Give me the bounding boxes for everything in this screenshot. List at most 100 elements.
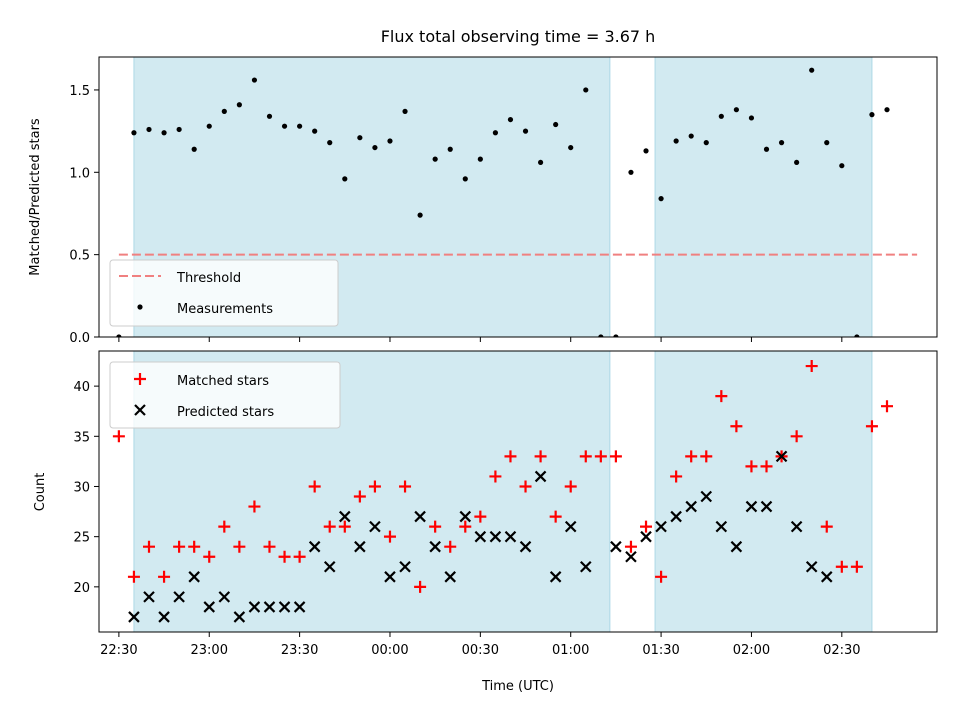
matched-star-point bbox=[459, 520, 472, 533]
measurement-point bbox=[763, 146, 770, 152]
plot-frame-0 bbox=[98, 56, 938, 338]
measurement-point bbox=[537, 159, 544, 166]
measurement-point bbox=[161, 130, 167, 136]
predicted-star-point bbox=[790, 520, 803, 533]
predicted-star-point bbox=[188, 571, 200, 583]
matched-star-point bbox=[790, 430, 803, 443]
y-tick-label: 20 bbox=[73, 581, 90, 596]
predicted-star-point bbox=[414, 510, 426, 523]
matched-star-point bbox=[323, 520, 336, 533]
matched-star-point bbox=[368, 480, 381, 493]
matched-star-point bbox=[218, 520, 231, 533]
predicted-star-point bbox=[715, 520, 728, 533]
matched-star-point bbox=[865, 420, 878, 433]
matched-star-point bbox=[158, 570, 171, 583]
measurement-point bbox=[251, 77, 258, 83]
matched-star-point bbox=[127, 570, 140, 583]
matched-star-point bbox=[414, 580, 427, 593]
matched-star-point bbox=[308, 480, 321, 493]
matched-star-point bbox=[278, 550, 291, 563]
matched-star-point bbox=[730, 420, 743, 433]
matched-star-point bbox=[594, 450, 607, 463]
predicted-star-point bbox=[263, 601, 276, 613]
predicted-star-point bbox=[685, 500, 697, 513]
legend-threshold-label: Threshold bbox=[176, 271, 241, 286]
y-tick-label: 30 bbox=[73, 480, 90, 495]
predicted-star-point bbox=[610, 540, 622, 553]
measurement-point bbox=[688, 133, 694, 139]
measurement-point bbox=[357, 135, 363, 141]
matched-star-point bbox=[835, 560, 848, 573]
matched-star-point bbox=[609, 450, 622, 463]
matched-star-point bbox=[670, 470, 683, 483]
x-axis-label: Time (UTC) bbox=[481, 679, 554, 694]
matched-star-point bbox=[715, 390, 728, 403]
measurement-point bbox=[598, 334, 604, 337]
legend-predicted-label: Predicted stars bbox=[177, 405, 274, 420]
matched-star-point bbox=[745, 460, 758, 473]
measurement-point bbox=[191, 146, 197, 152]
measurement-point bbox=[703, 140, 709, 146]
legend-predicted-marker bbox=[134, 404, 146, 416]
matched-star-point bbox=[444, 540, 457, 553]
predicted-star-point bbox=[203, 601, 216, 613]
predicted-star-point bbox=[805, 560, 818, 573]
matched-star-point bbox=[700, 450, 713, 463]
legend-measurements-label: Measurements bbox=[177, 302, 273, 317]
x-tick-label: 23:30 bbox=[281, 643, 318, 658]
measurement-point bbox=[221, 108, 227, 114]
measurement-point bbox=[206, 123, 212, 129]
legend-matched-marker bbox=[134, 373, 146, 385]
data-layer-1 bbox=[112, 360, 893, 623]
matched-star-point bbox=[564, 480, 577, 493]
measurement-point bbox=[477, 156, 483, 162]
measurement-point bbox=[116, 334, 122, 337]
measurement-point bbox=[839, 163, 845, 169]
measurement-point bbox=[447, 146, 453, 152]
predicted-star-point bbox=[173, 591, 185, 603]
predicted-star-point bbox=[745, 500, 758, 513]
measurement-point bbox=[658, 196, 664, 202]
predicted-star-point bbox=[579, 560, 592, 573]
measurement-point bbox=[748, 115, 755, 121]
predicted-star-point bbox=[700, 490, 713, 503]
matched-star-point bbox=[534, 450, 547, 463]
measurement-point bbox=[884, 107, 890, 113]
predicted-star-point bbox=[730, 540, 743, 553]
matched-star-point bbox=[579, 450, 592, 463]
count-legend: Matched stars Predicted stars bbox=[109, 361, 341, 429]
matched-star-point bbox=[489, 470, 502, 483]
matched-star-point bbox=[850, 560, 863, 573]
measurement-point bbox=[417, 212, 423, 218]
predicted-star-point bbox=[218, 591, 231, 603]
count-legend-box bbox=[109, 361, 341, 429]
predicted-star-point bbox=[534, 470, 547, 483]
predicted-star-point bbox=[308, 540, 321, 553]
measurement-point bbox=[583, 87, 589, 93]
matched-star-point bbox=[188, 540, 201, 553]
y-tick-label: 25 bbox=[73, 531, 90, 546]
x-tick-label: 01:00 bbox=[552, 643, 589, 658]
measurement-point bbox=[553, 121, 559, 128]
y-tick-label: 1.5 bbox=[69, 84, 90, 99]
matched-star-point bbox=[549, 510, 562, 523]
measurement-point bbox=[613, 334, 619, 337]
measurement-point bbox=[507, 116, 514, 123]
matched-star-point bbox=[338, 520, 351, 533]
predicted-star-point bbox=[564, 520, 577, 533]
measurement-point bbox=[568, 144, 574, 151]
matched-star-point bbox=[880, 400, 893, 413]
x-tick-label: 02:00 bbox=[733, 643, 770, 658]
predicted-star-point bbox=[429, 540, 441, 553]
predicted-star-point bbox=[670, 510, 682, 523]
ratio-y-axis-label: Matched/Predicted stars bbox=[28, 118, 43, 276]
measurement-point bbox=[869, 112, 875, 118]
measurement-point bbox=[327, 140, 333, 146]
y-tick-label: 40 bbox=[73, 380, 90, 395]
y-tick-label: 0.5 bbox=[69, 249, 90, 264]
predicted-star-point bbox=[820, 571, 833, 583]
predicted-star-point bbox=[504, 530, 517, 543]
measurement-point bbox=[131, 130, 137, 136]
